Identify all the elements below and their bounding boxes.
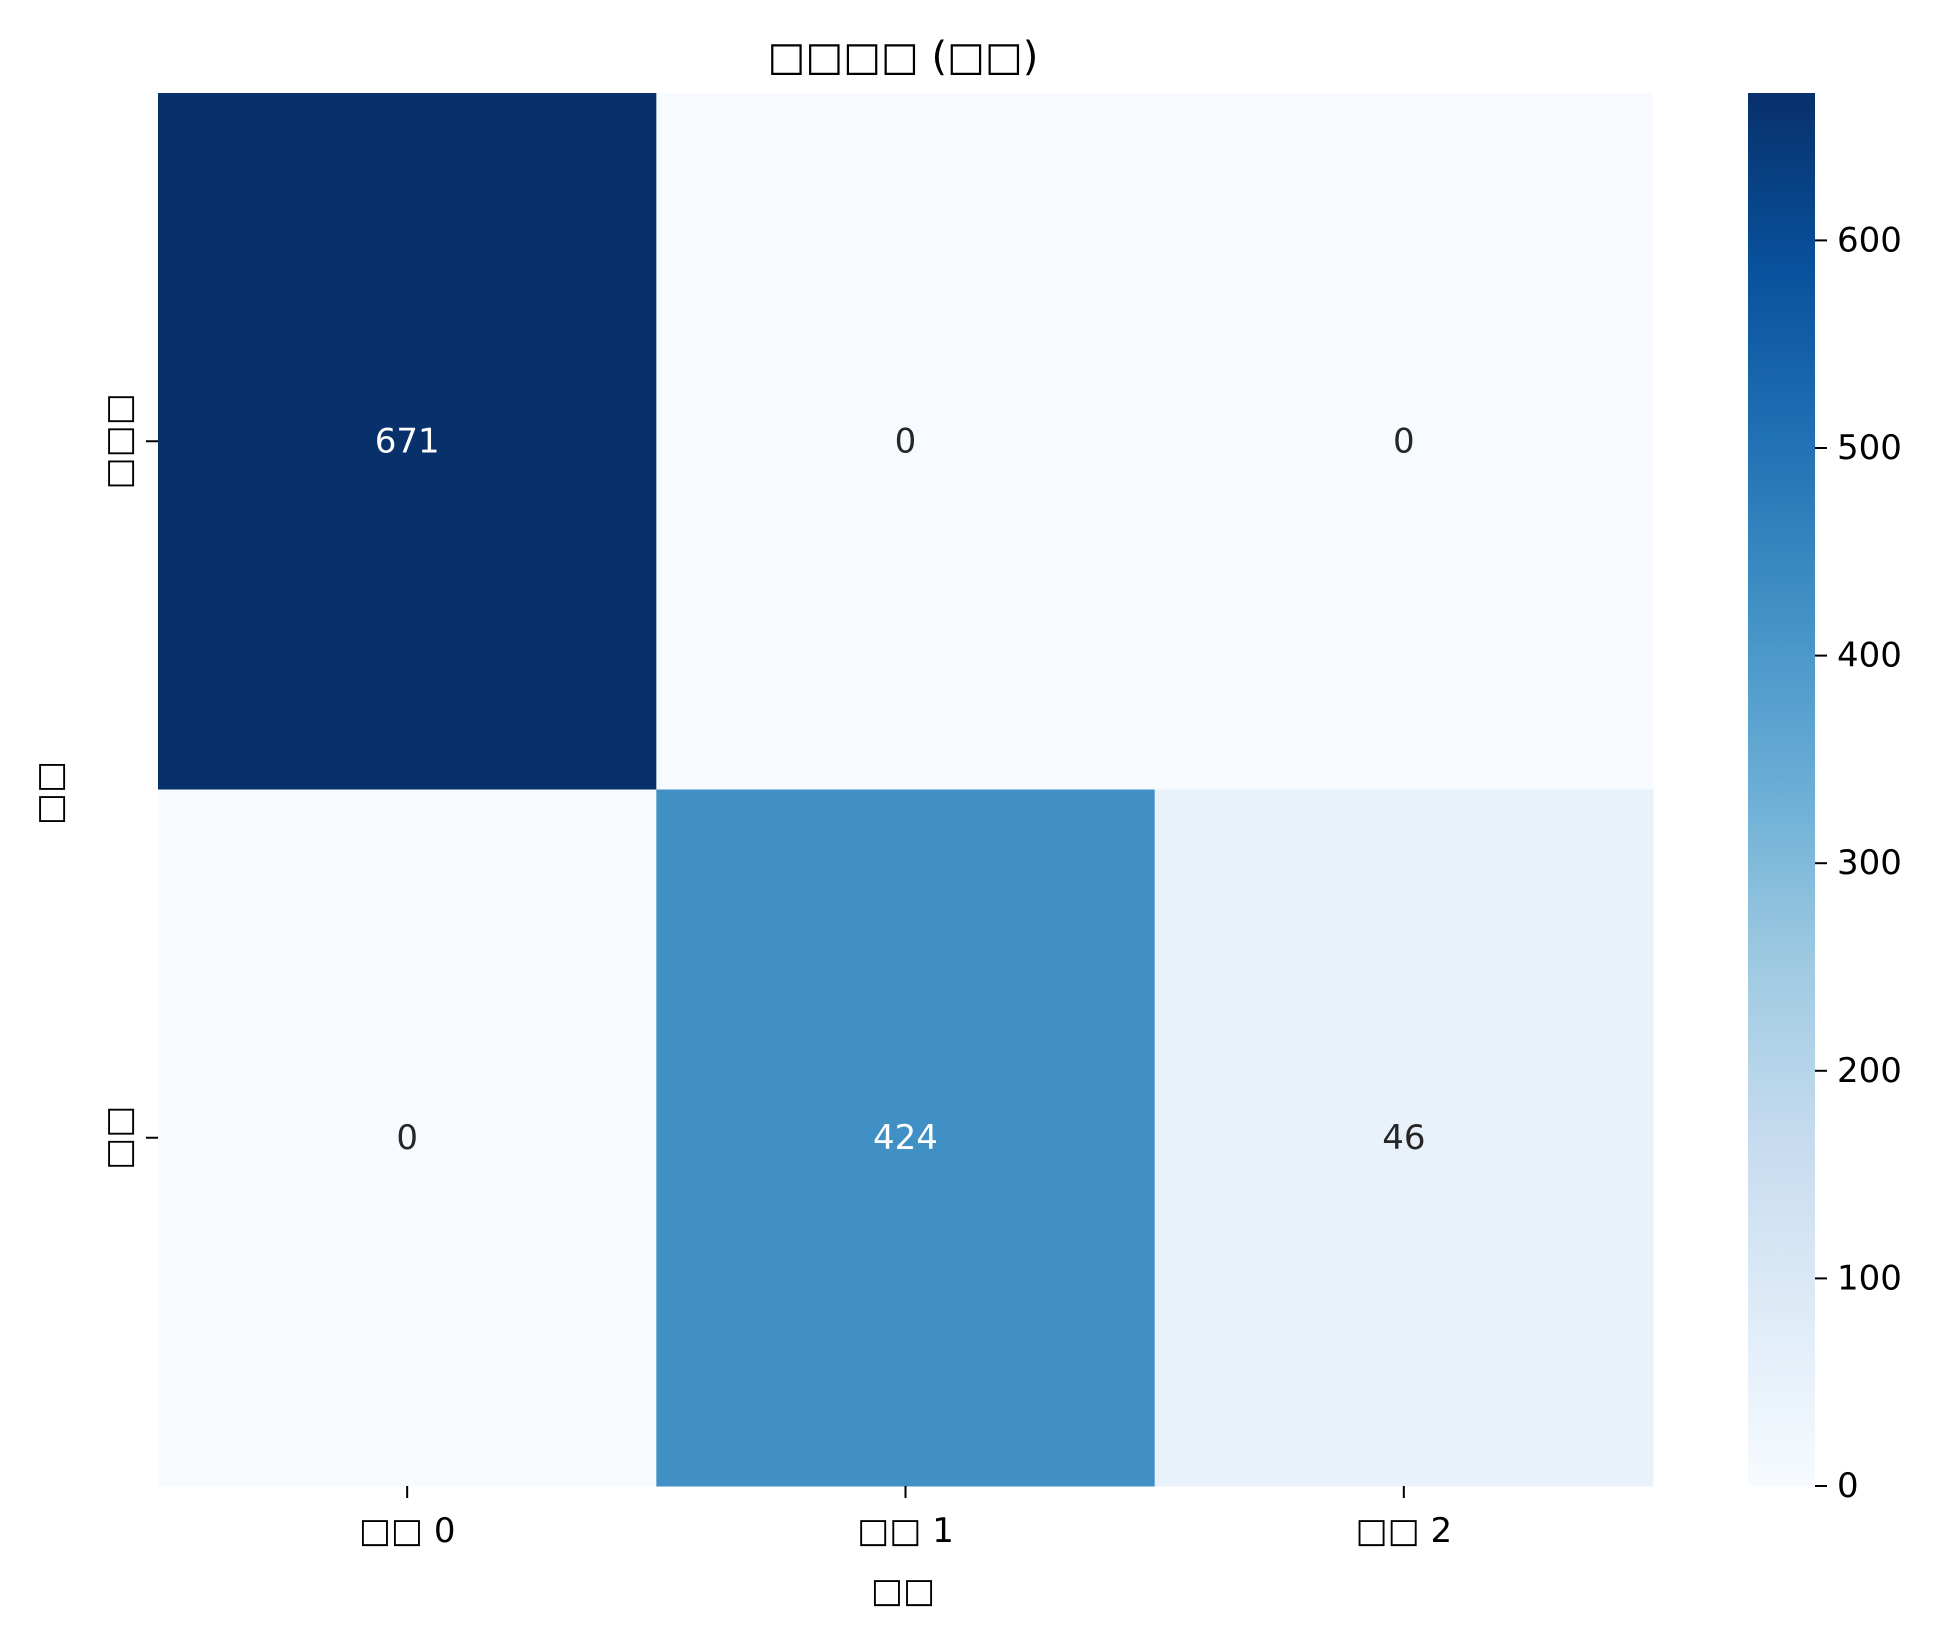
colorbar-tick-label-6: 600 xyxy=(1837,220,1902,260)
cell-value-r1-c2: 46 xyxy=(1382,1118,1425,1158)
cell-value-r0-c2: 0 xyxy=(1393,421,1415,461)
cell-value-r1-c0: 0 xyxy=(396,1118,418,1158)
heatmap-cells xyxy=(158,93,1654,1487)
heatmap-cell-r1-c0 xyxy=(158,789,657,1487)
y-tick-label-1: □□ xyxy=(99,1106,139,1170)
heatmap-cell-r1-c1 xyxy=(656,789,1156,1487)
heatmap-cell-r1-c2 xyxy=(1154,789,1654,1487)
heatmap-cell-labels: 671 0 0 0 424 46 xyxy=(375,421,1426,1158)
colorbar-tick-label-2: 200 xyxy=(1837,1051,1902,1091)
x-tick-label-0: □□ 0 xyxy=(359,1511,456,1551)
x-tick-label-1: □□ 1 xyxy=(857,1511,954,1551)
cell-value-r1-c1: 424 xyxy=(873,1118,938,1158)
colorbar-tick-label-4: 400 xyxy=(1837,636,1902,676)
cell-value-r0-c1: 0 xyxy=(895,421,917,461)
x-tick-label-2: □□ 2 xyxy=(1355,1511,1452,1551)
colorbar-ticks: 0 100 200 300 400 500 600 xyxy=(1815,220,1902,1506)
x-axis-ticks: □□ 0 □□ 1 □□ 2 xyxy=(359,1486,1452,1551)
colorbar-tick-label-3: 300 xyxy=(1837,843,1902,883)
colorbar-tick-label-5: 500 xyxy=(1837,428,1902,468)
y-axis-ticks: □□□□□ xyxy=(99,393,158,1170)
heatmap-cell-r0-c1 xyxy=(656,93,1156,790)
colorbar-tick-label-1: 100 xyxy=(1837,1258,1902,1298)
colorbar-tick-label-0: 0 xyxy=(1837,1466,1859,1506)
y-tick-label-0: □□□ xyxy=(99,393,139,489)
heatmap-cell-r0-c2 xyxy=(1154,93,1654,790)
chart-title: □□□□ (□□) xyxy=(768,34,1039,80)
x-axis-label: □□ xyxy=(871,1571,935,1611)
cell-value-r0-c0: 671 xyxy=(375,421,440,461)
heatmap-cell-r0-c0 xyxy=(158,93,657,790)
colorbar xyxy=(1748,93,1815,1486)
y-axis-label: □□ xyxy=(30,761,70,825)
